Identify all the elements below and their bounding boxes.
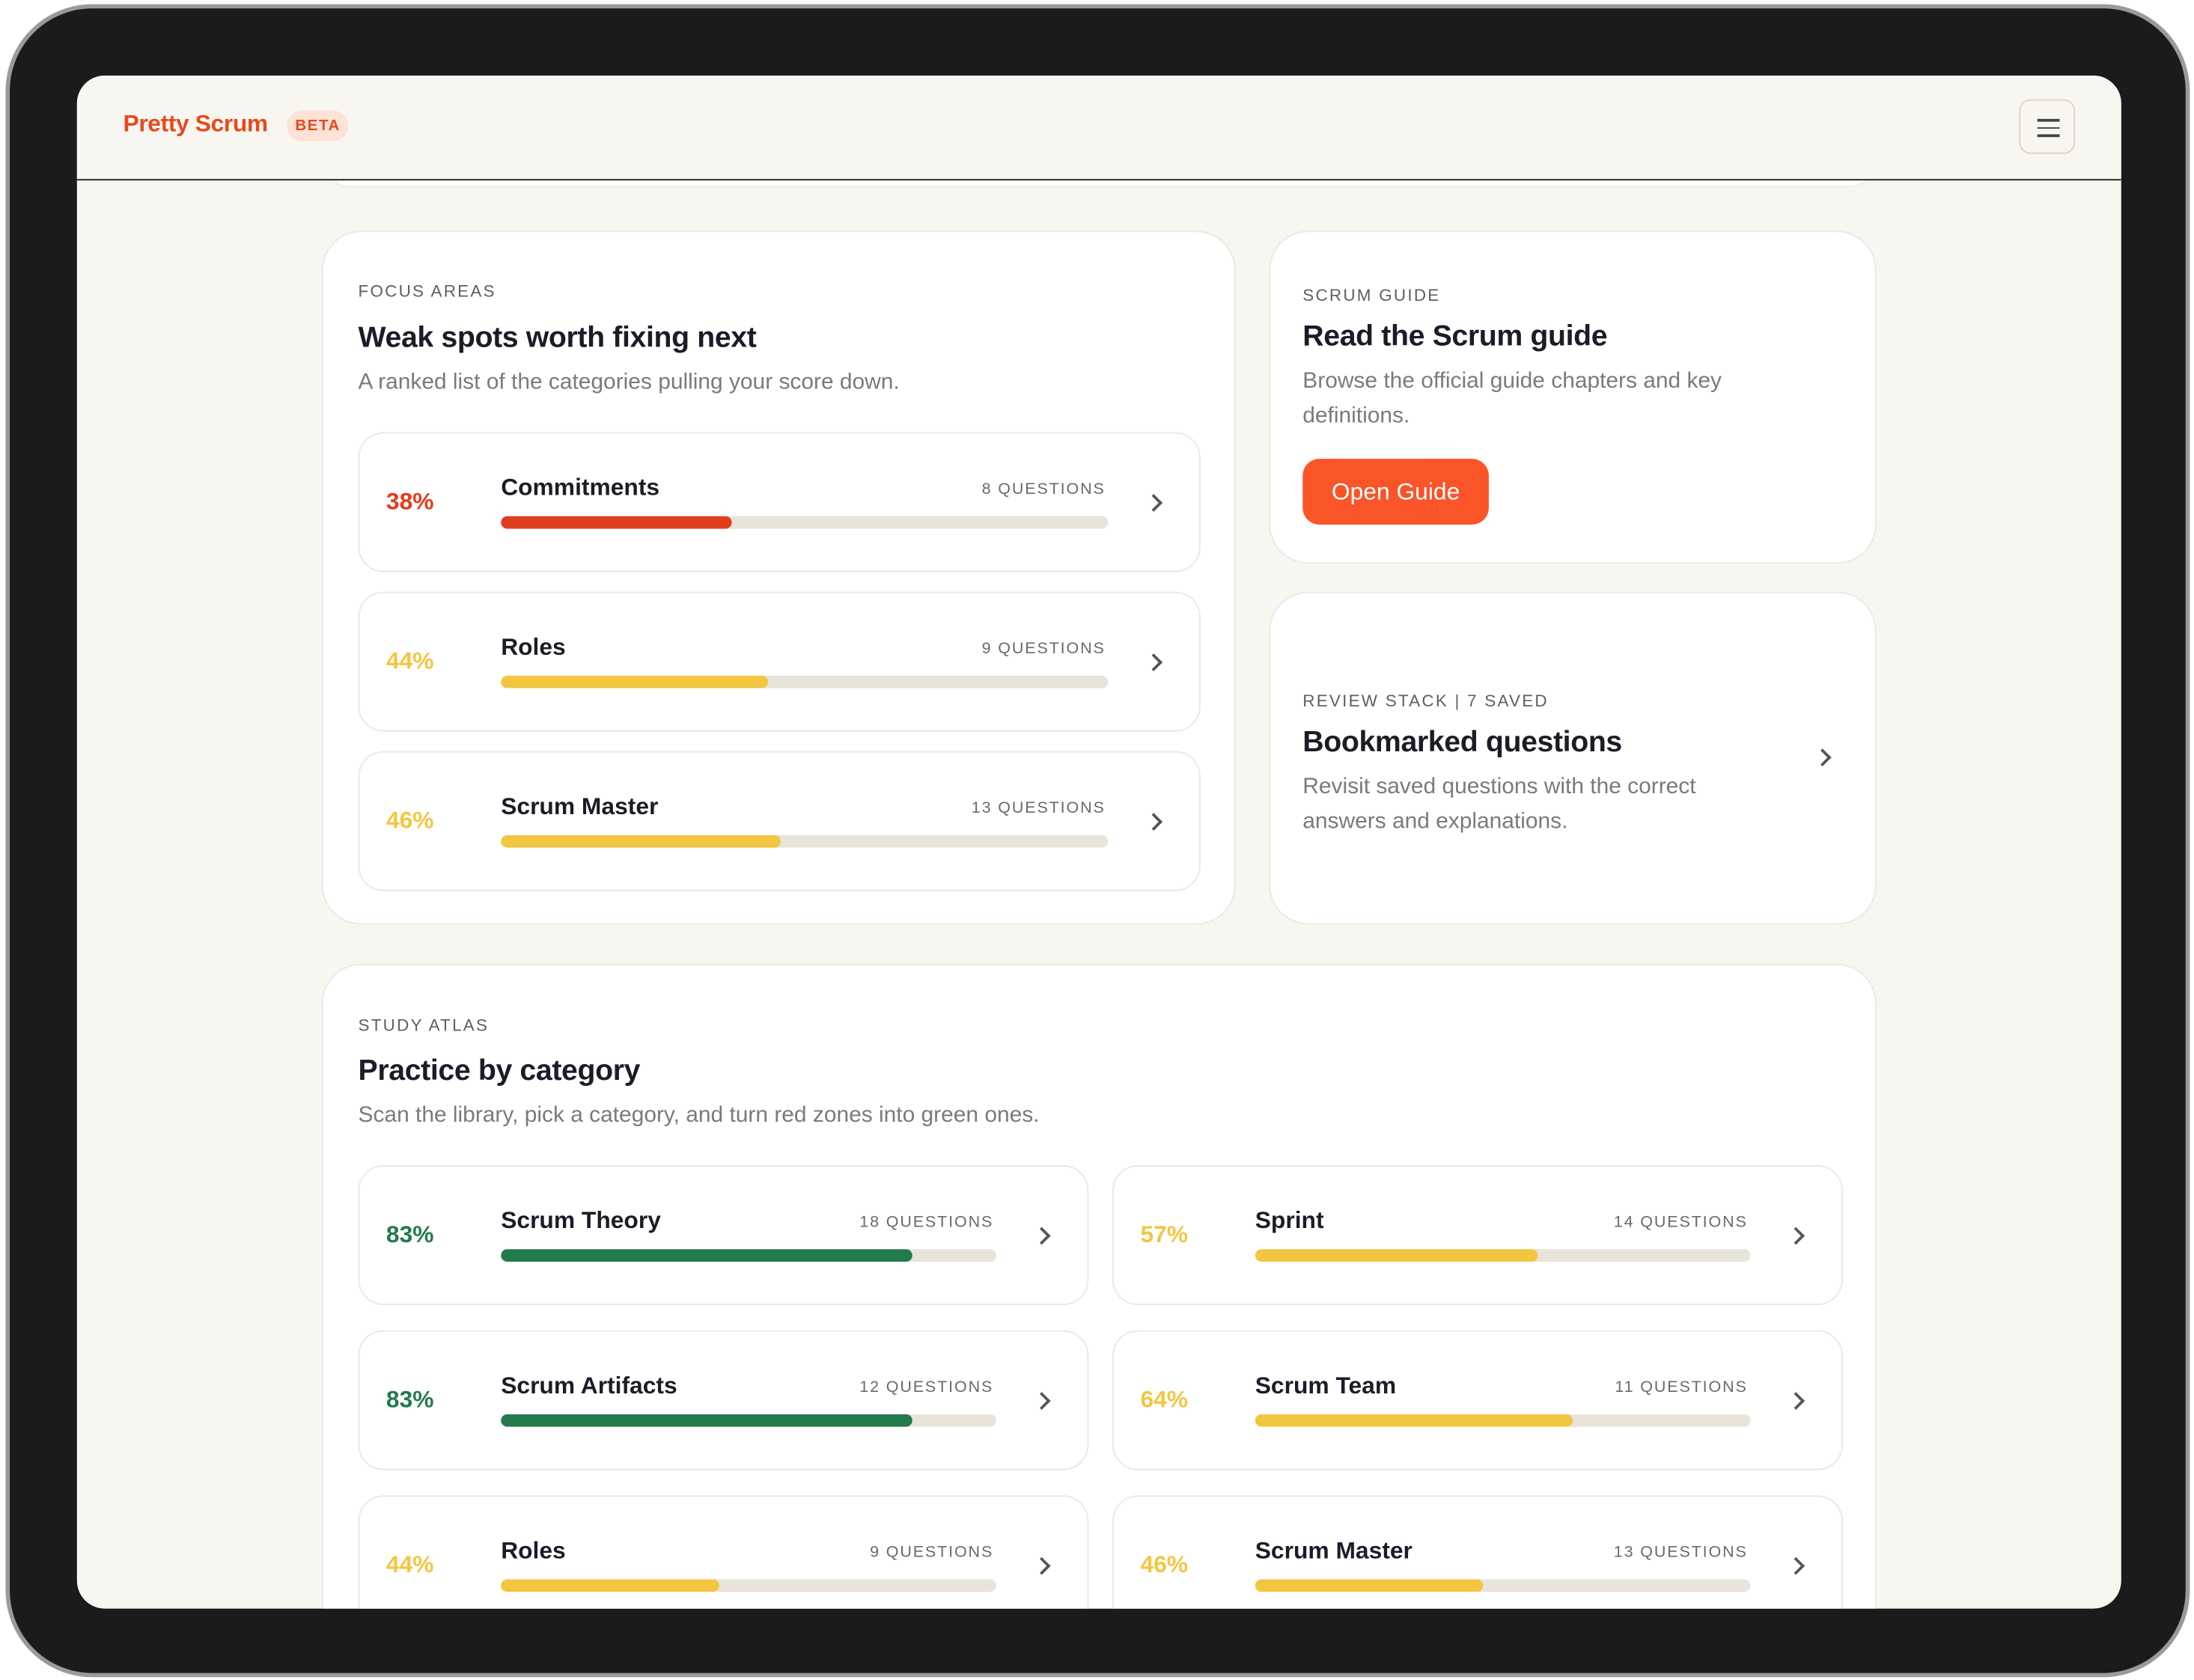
question-count: 13 QUESTIONS (971, 800, 1106, 817)
progress-track (501, 675, 1109, 688)
category-row[interactable]: 44% Roles 9 QUESTIONS (358, 1495, 1089, 1609)
score-label: 57% (1140, 1221, 1189, 1248)
question-count: 9 QUESTIONS (870, 1544, 994, 1562)
category-name: Roles (501, 633, 566, 661)
chevron (1813, 748, 1832, 767)
score-label: 44% (386, 1551, 434, 1578)
progress-bar (1255, 1579, 1484, 1592)
progress-track (501, 1249, 996, 1262)
question-count: 12 QUESTIONS (859, 1379, 994, 1396)
question-count: 14 QUESTIONS (1613, 1214, 1748, 1231)
progress-track (501, 516, 1109, 529)
progress-bar (501, 1249, 912, 1262)
category-name: Scrum Theory (501, 1207, 661, 1234)
progress-bar (1255, 1414, 1573, 1427)
card-subtitle: Scan the library, pick a category, and t… (358, 1103, 1040, 1128)
score-label: 46% (386, 807, 434, 834)
question-count: 11 QUESTIONS (1615, 1379, 1748, 1396)
category-row[interactable]: 83% Scrum Theory 18 QUESTIONS (358, 1165, 1089, 1306)
progress-track (1255, 1579, 1751, 1592)
chevron (1787, 1392, 1806, 1410)
question-count: 18 QUESTIONS (859, 1214, 994, 1231)
progress-track (501, 1579, 996, 1592)
chevron (1032, 1392, 1051, 1410)
category-name: Scrum Artifacts (501, 1372, 677, 1399)
category-row[interactable]: 46% Scrum Master 13 QUESTIONS (358, 751, 1201, 891)
screen: Pretty Scrum BETA FOCUS AREAS Weak spots… (76, 75, 2121, 1609)
category-name: Scrum Master (501, 792, 659, 820)
brand[interactable]: Pretty Scrum (123, 110, 268, 138)
eyebrow: REVIEW STACK | 7 SAVED (1302, 691, 1549, 711)
progress-bar (1255, 1249, 1538, 1262)
beta-badge: BETA (287, 110, 350, 141)
category-row[interactable]: 83% Scrum Artifacts 12 QUESTIONS (358, 1330, 1089, 1470)
progress-track (1255, 1414, 1751, 1427)
chevron (1032, 1557, 1051, 1575)
eyebrow: STUDY ATLAS (358, 1015, 490, 1036)
chevron (1787, 1557, 1806, 1575)
score-label: 83% (386, 1221, 434, 1248)
score-label: 38% (386, 488, 434, 515)
progress-bar (501, 1579, 719, 1592)
open-guide-button[interactable]: Open Guide (1302, 459, 1489, 525)
category-name: Sprint (1255, 1207, 1324, 1234)
top-bar: Pretty Scrum BETA (76, 75, 2121, 181)
bookmarks-card[interactable]: REVIEW STACK | 7 SAVED Bookmarked questi… (1269, 591, 1877, 925)
chevron (1032, 1227, 1051, 1245)
progress-bar (501, 516, 732, 529)
score-label: 64% (1140, 1386, 1189, 1413)
question-count: 8 QUESTIONS (981, 481, 1106, 498)
focus-card: FOCUS AREAS Weak spots worth fixing next… (321, 230, 1236, 925)
progress-track (1255, 1249, 1751, 1262)
chevron (1145, 494, 1163, 512)
score-label: 44% (386, 647, 434, 674)
progress-bar (501, 834, 781, 848)
card-subtitle: A ranked list of the categories pulling … (358, 370, 900, 395)
question-count: 9 QUESTIONS (981, 641, 1106, 658)
chevron (1145, 653, 1163, 671)
card-title: Bookmarked questions (1302, 726, 1622, 759)
category-row[interactable]: 38% Commitments 8 QUESTIONS (358, 432, 1201, 572)
category-row[interactable]: 46% Scrum Master 13 QUESTIONS (1112, 1495, 1843, 1609)
category-name: Scrum Team (1255, 1372, 1397, 1399)
category-name: Scrum Master (1255, 1537, 1413, 1564)
progress-track (501, 1414, 996, 1427)
progress-track (501, 834, 1109, 848)
card-title: Weak spots worth fixing next (358, 321, 757, 354)
progress-bar (501, 675, 769, 688)
category-row[interactable]: 64% Scrum Team 11 QUESTIONS (1112, 1330, 1843, 1470)
eyebrow: FOCUS AREAS (358, 281, 496, 301)
category-row[interactable]: 57% Sprint 14 QUESTIONS (1112, 1165, 1843, 1306)
score-label: 83% (386, 1386, 434, 1413)
chevron (1787, 1227, 1806, 1245)
atlas-card: STUDY ATLAS Practice by category Scan th… (321, 963, 1877, 1609)
menu-button[interactable] (2019, 99, 2076, 154)
guide-card: SCRUM GUIDE Read the Scrum guide Browse … (1269, 230, 1877, 564)
eyebrow: SCRUM GUIDE (1302, 285, 1441, 305)
card-title: Practice by category (358, 1054, 641, 1087)
card-text: Browse the official guide chapters and k… (1302, 369, 1722, 428)
chevron (1145, 813, 1163, 831)
card-text: Revisit saved questions with the correct… (1302, 775, 1696, 834)
card-title: Read the Scrum guide (1302, 320, 1608, 353)
category-name: Roles (501, 1537, 566, 1564)
score-label: 46% (1140, 1551, 1189, 1578)
category-name: Commitments (501, 474, 660, 501)
category-row[interactable]: 44% Roles 9 QUESTIONS (358, 591, 1201, 732)
question-count: 13 QUESTIONS (1613, 1544, 1748, 1562)
progress-bar (501, 1414, 912, 1427)
